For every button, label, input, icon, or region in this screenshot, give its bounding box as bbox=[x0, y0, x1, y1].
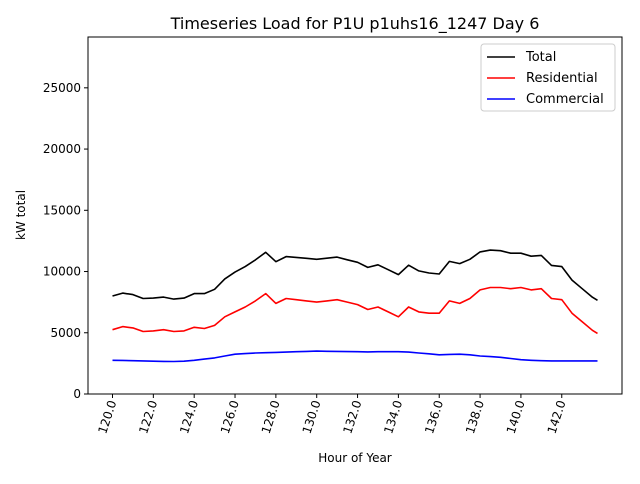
series-line-residential bbox=[112, 286, 598, 335]
x-tick-label: 120.0 bbox=[95, 399, 119, 436]
legend-label-commercial: Commercial bbox=[526, 92, 604, 107]
y-tick-label: 0 bbox=[73, 387, 81, 401]
plot-area-frame bbox=[87, 36, 623, 395]
x-axis-label: Hour of Year bbox=[318, 451, 392, 465]
x-tick-label: 130.0 bbox=[300, 399, 324, 436]
x-tick-label: 128.0 bbox=[259, 399, 283, 436]
x-tick-label: 124.0 bbox=[177, 399, 201, 436]
y-tick-label: 20000 bbox=[43, 142, 81, 156]
series-line-commercial bbox=[112, 350, 598, 363]
legend-label-total: Total bbox=[525, 50, 556, 65]
series-line-total bbox=[112, 249, 598, 301]
x-tick-label: 142.0 bbox=[545, 399, 569, 436]
x-tick-label: 136.0 bbox=[422, 399, 446, 436]
legend: Total Residential Commercial bbox=[480, 43, 616, 112]
chart-title: Timeseries Load for P1U p1uhs16_1247 Day… bbox=[170, 14, 540, 34]
y-tick-label: 15000 bbox=[43, 203, 81, 217]
y-tick-label: 25000 bbox=[43, 81, 81, 95]
x-tick-label: 140.0 bbox=[504, 399, 528, 436]
y-axis-label: kW total bbox=[14, 190, 28, 240]
x-tick-label: 126.0 bbox=[218, 399, 242, 436]
x-tick-label: 132.0 bbox=[340, 399, 364, 436]
x-tick-label: 122.0 bbox=[136, 399, 160, 436]
y-tick-label: 5000 bbox=[50, 326, 81, 340]
legend-label-residential: Residential bbox=[526, 71, 598, 86]
x-tick-label: 138.0 bbox=[463, 399, 487, 436]
x-tick-label: 134.0 bbox=[381, 399, 405, 436]
y-tick-label: 10000 bbox=[43, 265, 81, 279]
